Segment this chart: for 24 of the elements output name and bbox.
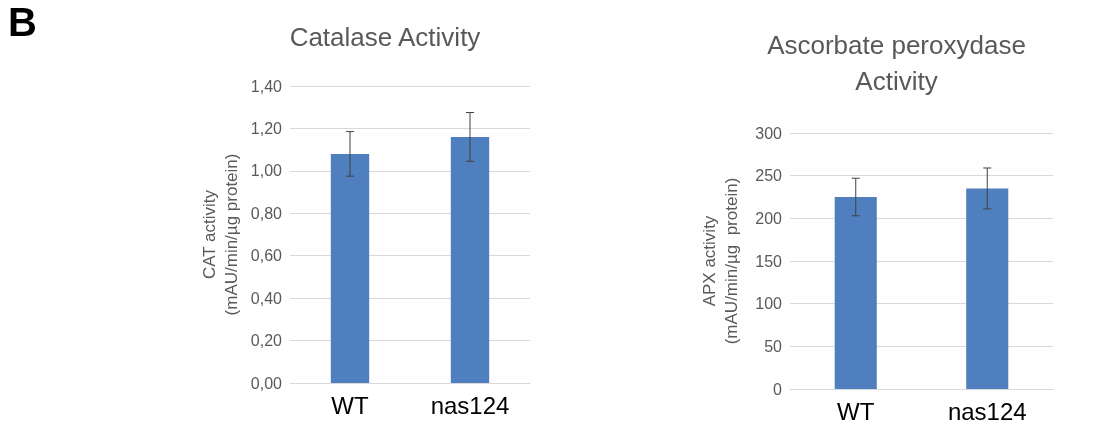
chart-title: Catalase Activity bbox=[289, 22, 481, 52]
y-tick-label: 100 bbox=[755, 295, 783, 313]
y-tick-label: 1,40 bbox=[250, 77, 283, 95]
chart-title: Ascorbate peroxydase Activity bbox=[767, 30, 1026, 96]
x-tick-label: nas124 bbox=[430, 391, 510, 419]
y-tick-label: 0,20 bbox=[250, 332, 283, 350]
y-axis-title: CAT activity (mAU/min/µg protein) bbox=[199, 153, 241, 316]
y-tick-label: 1,20 bbox=[250, 119, 283, 137]
y-tick-label: 0,60 bbox=[250, 247, 283, 265]
y-tick-label: 250 bbox=[755, 167, 783, 185]
y-axis-title: APX activity (mAU/min/µg protein) bbox=[699, 177, 741, 345]
y-tick-label: 0,80 bbox=[250, 204, 283, 222]
y-tick-label: 0,00 bbox=[250, 374, 283, 392]
y-tick-label: 1,00 bbox=[250, 162, 283, 180]
y-tick-label: 50 bbox=[764, 337, 783, 355]
y-tick-label: 300 bbox=[755, 124, 783, 142]
x-tick-label: WT bbox=[331, 391, 369, 419]
text: B bbox=[8, 0, 37, 44]
y-tick-label: 0 bbox=[773, 380, 783, 398]
y-tick-label: 150 bbox=[755, 252, 783, 270]
y-tick-label: 0,40 bbox=[250, 289, 283, 307]
y-tick-label: 200 bbox=[755, 209, 783, 227]
x-tick-label: WT bbox=[837, 397, 875, 425]
x-tick-label: nas124 bbox=[947, 397, 1027, 425]
